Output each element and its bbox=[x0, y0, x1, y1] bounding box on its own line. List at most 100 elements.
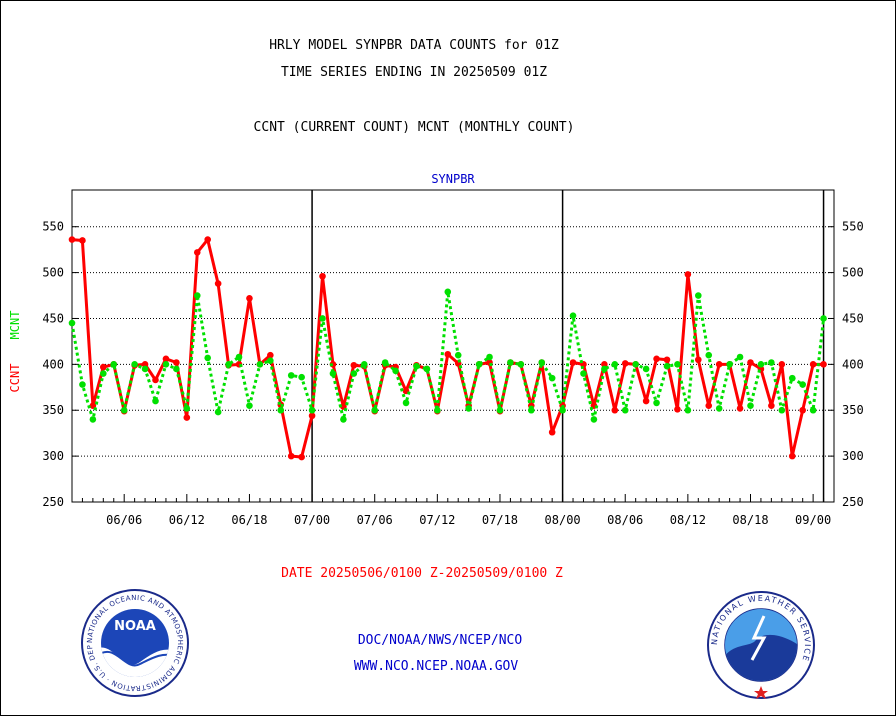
mcnt-point bbox=[225, 361, 232, 368]
mcnt-point bbox=[621, 406, 629, 414]
y-tick-label: 350 bbox=[42, 403, 64, 417]
ccnt-point bbox=[548, 428, 556, 436]
mcnt-point bbox=[141, 365, 149, 373]
mcnt-point bbox=[548, 374, 556, 382]
mcnt-point bbox=[809, 406, 817, 414]
y-tick-label: 250 bbox=[42, 495, 64, 509]
mcnt-point bbox=[517, 361, 525, 368]
y-tick-label: 400 bbox=[42, 357, 64, 371]
mcnt-point bbox=[663, 362, 671, 370]
mcnt-point bbox=[173, 365, 180, 373]
ccnt-point bbox=[820, 361, 827, 368]
mcnt-point bbox=[68, 319, 76, 327]
title-line-2: TIME SERIES ENDING IN 20250509 01Z bbox=[280, 65, 548, 80]
nws-logo-icon: NATIONAL WEATHER SERVICE bbox=[707, 591, 815, 699]
title-line-1: HRLY MODEL SYNPBR DATA COUNTS for 01Z bbox=[269, 38, 559, 53]
ccnt-point bbox=[287, 452, 295, 460]
mcnt-point bbox=[695, 292, 702, 299]
ccnt-point bbox=[141, 361, 149, 368]
x-tick-label: 07/00 bbox=[294, 513, 330, 527]
ccnt-point bbox=[809, 361, 817, 368]
mcnt-point bbox=[684, 406, 692, 414]
mcnt-point bbox=[131, 361, 138, 368]
x-tick-label: 08/18 bbox=[732, 513, 768, 527]
y-tick-label-right: 400 bbox=[842, 357, 864, 371]
ccnt-point bbox=[642, 397, 650, 405]
ccnt-point bbox=[695, 356, 702, 364]
mcnt-point bbox=[423, 365, 431, 373]
x-tick-label: 07/18 bbox=[482, 513, 518, 527]
mcnt-point bbox=[162, 361, 170, 368]
mcnt-point bbox=[193, 292, 201, 299]
date-range-label: DATE 20250506/0100 Z-20250509/0100 Z bbox=[281, 566, 563, 581]
chart-title: SYNPBR bbox=[431, 172, 475, 186]
ccnt-point bbox=[79, 237, 86, 244]
mcnt-point bbox=[287, 372, 295, 379]
mcnt-point bbox=[507, 359, 514, 366]
mcnt-point bbox=[747, 402, 754, 409]
ccnt-point bbox=[778, 361, 786, 368]
mcnt-point bbox=[214, 408, 222, 416]
x-tick-label: 09/00 bbox=[795, 513, 831, 527]
mcnt-point bbox=[152, 397, 159, 405]
mcnt-point bbox=[79, 381, 86, 388]
mcnt-point bbox=[726, 361, 733, 368]
mcnt-point bbox=[110, 361, 118, 368]
x-tick-label: 07/06 bbox=[357, 513, 393, 527]
mcnt-point bbox=[611, 361, 619, 368]
nco-doc-link[interactable]: DOC/NOAA/NWS/NCEP/NCO bbox=[357, 633, 523, 648]
x-tick-label: 08/06 bbox=[607, 513, 643, 527]
ccnt-point bbox=[715, 361, 723, 368]
mcnt-point bbox=[392, 367, 399, 375]
nco-website-link[interactable]: WWW.NCO.NCEP.NOAA.GOV bbox=[353, 659, 519, 674]
x-tick-label: 06/06 bbox=[106, 513, 142, 527]
mcnt-point bbox=[360, 361, 368, 368]
ccnt-point bbox=[653, 355, 660, 363]
ccnt-point bbox=[246, 294, 253, 302]
mcnt-point bbox=[340, 416, 347, 423]
mcnt-point bbox=[402, 399, 410, 407]
x-tick-label: 08/12 bbox=[670, 513, 706, 527]
x-tick-label: 07/12 bbox=[419, 513, 455, 527]
ccnt-point bbox=[684, 271, 692, 278]
ccnt-point bbox=[152, 376, 159, 384]
mcnt-point bbox=[559, 406, 566, 414]
mcnt-point bbox=[580, 370, 587, 377]
mcnt-point bbox=[183, 405, 191, 412]
mcnt-point bbox=[496, 406, 504, 414]
mcnt-point bbox=[319, 315, 326, 322]
mcnt-point bbox=[653, 399, 660, 407]
mcnt-point bbox=[642, 365, 650, 373]
y-tick-label: 550 bbox=[42, 220, 64, 234]
mcnt-point bbox=[569, 312, 577, 320]
y-tick-label: 450 bbox=[42, 311, 64, 325]
mcnt-point bbox=[298, 373, 305, 381]
plot-area bbox=[71, 189, 835, 503]
y-tick-label-right: 550 bbox=[842, 220, 864, 234]
mcnt-point bbox=[799, 381, 806, 388]
mcnt-point bbox=[788, 374, 796, 382]
x-tick-label: 06/12 bbox=[169, 513, 205, 527]
ccnt-point bbox=[768, 402, 775, 409]
mcnt-point bbox=[601, 365, 608, 373]
ccnt-point bbox=[319, 272, 326, 280]
ccnt-point bbox=[788, 452, 796, 460]
ccnt-point bbox=[674, 406, 681, 413]
mcnt-point bbox=[475, 361, 483, 368]
mcnt-point bbox=[757, 361, 765, 368]
y-axis-label-mcnt: MCNT bbox=[8, 311, 22, 340]
mcnt-point bbox=[705, 351, 713, 359]
mcnt-point bbox=[454, 351, 462, 359]
ccnt-point bbox=[799, 406, 806, 414]
ccnt-point bbox=[298, 453, 305, 461]
mcnt-point bbox=[256, 361, 264, 368]
mcnt-point bbox=[632, 361, 639, 368]
y-tick-label-right: 450 bbox=[842, 311, 864, 325]
ccnt-point bbox=[569, 359, 577, 366]
mcnt-point bbox=[778, 406, 786, 414]
ccnt-point bbox=[736, 405, 744, 412]
ccnt-point bbox=[621, 360, 629, 367]
noaa-logo-text: NOAA bbox=[114, 619, 156, 634]
mcnt-point bbox=[486, 353, 493, 361]
